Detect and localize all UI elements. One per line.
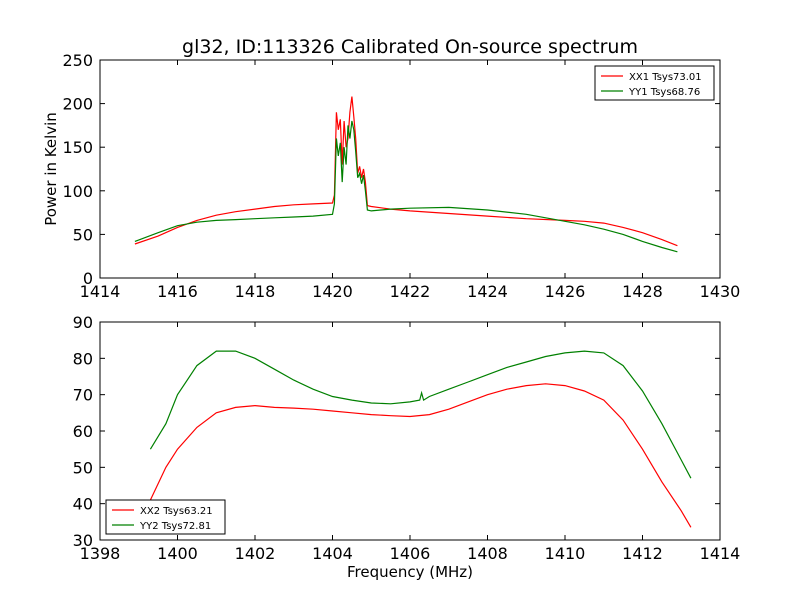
x-tick-label: 1404: [312, 544, 353, 563]
y-tick-label: 250: [62, 51, 93, 70]
x-tick-label: 1400: [157, 544, 198, 563]
legend-box: [594, 65, 715, 101]
x-tick-label: 1424: [467, 282, 508, 301]
legend-label: XX1 Tsys73.01: [629, 72, 702, 83]
series-line-bottom-1: [149, 350, 692, 479]
legend-label: YY1 Tsys68.76: [628, 87, 700, 98]
series-line-top-1: [134, 120, 678, 253]
y-tick-label: 60: [73, 422, 93, 441]
x-tick-label: 1426: [545, 282, 586, 301]
legend: XX1 Tsys73.01 YY1 Tsys68.76: [594, 65, 715, 101]
x-tick-label: 1422: [390, 282, 431, 301]
x-tick-label: 1416: [157, 282, 198, 301]
series-line-top-0: [134, 96, 678, 247]
x-tick-label: 1418: [235, 282, 276, 301]
x-tick-label: 1414: [80, 282, 121, 301]
x-tick-label: 1398: [80, 544, 121, 563]
bottom-plot-xlabel: Frequency (MHz): [347, 563, 473, 581]
y-tick-label: 50: [73, 458, 93, 477]
legend-label: XX2 Tsys63.21: [140, 506, 213, 517]
y-tick-label: 30: [73, 531, 93, 550]
y-tick-label: 80: [73, 349, 93, 368]
y-tick-label: 150: [62, 138, 93, 157]
legend-label: YY2 Tsys72.81: [139, 521, 211, 532]
top-plot: Power in Kelvin 1414 1416 1418 1420 1422 1424…: [42, 51, 740, 301]
y-tick-label: 40: [73, 495, 93, 514]
x-tick-label: 1406: [390, 544, 431, 563]
x-tick-label: 1408: [467, 544, 508, 563]
x-tick-label: 1402: [235, 544, 276, 563]
series-line-bottom-0: [149, 383, 692, 528]
chart-title: gl32, ID:113326 Calibrated On-source spe…: [182, 36, 638, 58]
x-tick-label: 1414: [700, 544, 741, 563]
x-tick-label: 1430: [700, 282, 741, 301]
y-tick-label: 200: [62, 95, 93, 114]
x-tick-label: 1428: [622, 282, 663, 301]
y-tick-label: 0: [83, 269, 93, 288]
y-tick-label: 50: [73, 225, 93, 244]
y-tick-label: 70: [73, 386, 93, 405]
y-tick-label: 90: [73, 313, 93, 332]
x-tick-label: 1410: [545, 544, 586, 563]
x-tick-label: 1420: [312, 282, 353, 301]
top-plot-ylabel: Power in Kelvin: [42, 112, 60, 226]
bottom-plot: Frequency (MHz) 1398 1400 1402 1404 1406 1408…: [73, 313, 741, 581]
y-tick-label: 100: [62, 182, 93, 201]
legend-box: [105, 499, 226, 535]
x-tick-label: 1412: [622, 544, 663, 563]
legend: XX2 Tsys63.21 YY2 Tsys72.81: [105, 499, 226, 535]
